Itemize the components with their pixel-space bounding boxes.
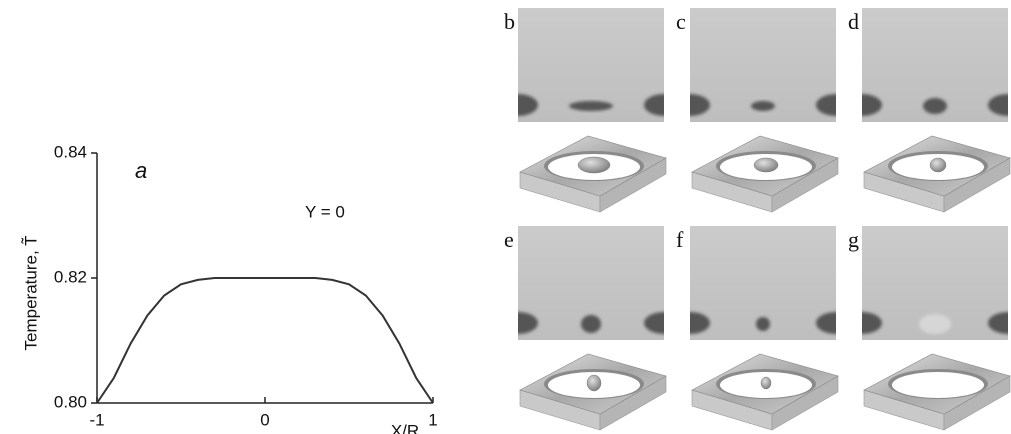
- chart-a: 0.80 0.82 0.84 -1 0 1 Temperature, T̃ X/R a Y = 0: [21, 142, 438, 434]
- edge-drop: [670, 94, 710, 116]
- edge-drop: [816, 312, 856, 334]
- snapshot: [670, 226, 856, 340]
- center-drop: [751, 101, 775, 111]
- edge-drop: [644, 312, 684, 334]
- center-drop: [923, 98, 947, 114]
- droplet: [578, 157, 610, 173]
- x-axis-label: X/R: [391, 421, 419, 434]
- snapshot: [498, 8, 684, 122]
- droplet: [761, 377, 771, 389]
- edge-drop: [670, 312, 710, 334]
- droplet: [587, 375, 601, 391]
- snapshot: [842, 226, 1011, 340]
- panel-label: b: [504, 9, 515, 34]
- edge-drop: [498, 94, 538, 116]
- panel-label: d: [848, 9, 859, 34]
- y-axis-label: Temperature, T̃: [21, 236, 41, 351]
- annotation: Y = 0: [305, 202, 345, 221]
- curve: [97, 278, 433, 403]
- panel-label: f: [676, 227, 684, 252]
- panel-label: e: [504, 227, 514, 252]
- snapshot: [498, 226, 684, 340]
- glow: [919, 314, 951, 334]
- page: {"chart_data": {"type": "line", "ylabel"…: [0, 0, 1011, 434]
- droplet: [754, 158, 778, 172]
- y-tick-label: 0.80: [54, 392, 87, 411]
- panels: b c d e f g: [498, 8, 1011, 430]
- y-tick-label: 0.84: [54, 142, 87, 161]
- droplet: [930, 158, 946, 172]
- edge-drop: [816, 94, 856, 116]
- edge-drop: [842, 94, 882, 116]
- snapshot: [842, 8, 1011, 122]
- center-drop: [581, 315, 601, 333]
- center-drop: [569, 101, 613, 111]
- panel-label: c: [676, 9, 686, 34]
- x-tick-label: -1: [89, 410, 104, 429]
- edge-drop: [644, 94, 684, 116]
- panel-label: g: [848, 227, 859, 252]
- figure: 0.80 0.82 0.84 -1 0 1 Temperature, T̃ X/R a Y = 0…: [0, 0, 1011, 434]
- x-tick-label: 0: [260, 410, 269, 429]
- y-tick-label: 0.82: [54, 267, 87, 286]
- center-drop: [756, 317, 770, 331]
- snapshot: [670, 8, 856, 122]
- edge-drop: [842, 312, 882, 334]
- x-tick-label: 1: [428, 410, 437, 429]
- panel-letter: a: [135, 158, 147, 183]
- slab-hole: [892, 372, 984, 398]
- edge-drop: [498, 312, 538, 334]
